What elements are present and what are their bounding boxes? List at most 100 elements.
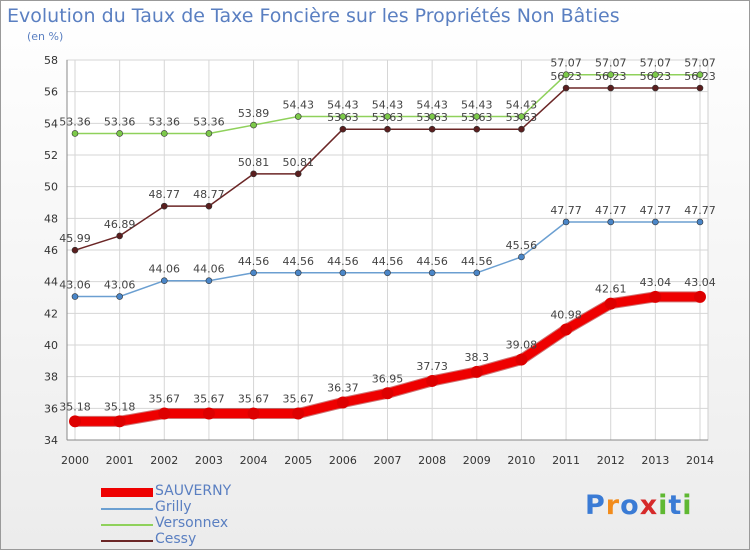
logo-letter: t xyxy=(668,490,683,521)
data-label-grilly: 47.77 xyxy=(595,204,627,217)
logo-letter: r xyxy=(605,490,621,521)
data-point-cessy xyxy=(339,125,347,133)
chart-title: Evolution du Taux de Taxe Foncière sur l… xyxy=(7,5,620,27)
data-label-versonnex: 57.07 xyxy=(595,57,627,70)
y-tick-label: 34 xyxy=(44,434,58,447)
data-point-grilly xyxy=(428,269,436,277)
data-label-versonnex: 53.89 xyxy=(238,107,270,120)
logo-letter: i xyxy=(682,490,693,521)
data-label-grilly: 44.56 xyxy=(461,255,493,268)
data-point-cessy xyxy=(160,202,168,210)
data-label-grilly: 43.06 xyxy=(59,279,91,292)
x-tick-label: 2007 xyxy=(374,454,402,467)
data-label-versonnex: 53.36 xyxy=(59,115,91,128)
legend-label: Cessy xyxy=(155,531,197,547)
data-point-grilly xyxy=(384,269,391,277)
data-point-grilly xyxy=(205,277,213,285)
data-label-cessy: 53.63 xyxy=(372,111,404,124)
x-tick-label: 2014 xyxy=(686,454,714,467)
y-tick-label: 40 xyxy=(44,339,58,352)
legend-label: SAUVERNY xyxy=(155,483,232,499)
data-point-grilly xyxy=(116,293,123,300)
data-label-sauverny: 35.67 xyxy=(193,393,225,406)
data-point-grilly xyxy=(696,218,704,226)
legend-swatch xyxy=(101,508,153,510)
x-tick-label: 2004 xyxy=(240,454,268,467)
data-point-grilly xyxy=(518,253,525,261)
y-tick-label: 56 xyxy=(44,86,58,99)
data-label-versonnex: 57.07 xyxy=(684,57,716,70)
data-label-cessy: 48.77 xyxy=(193,188,225,201)
x-tick-label: 2000 xyxy=(61,454,89,467)
data-label-sauverny: 35.18 xyxy=(104,400,136,413)
data-point-grilly xyxy=(473,269,481,277)
legend-swatch xyxy=(101,524,153,526)
data-point-versonnex xyxy=(384,113,391,120)
data-point-versonnex xyxy=(250,121,257,129)
data-point-sauverny xyxy=(158,407,171,420)
data-label-sauverny: 36.37 xyxy=(327,381,359,394)
data-point-sauverny xyxy=(649,290,662,303)
data-label-grilly: 47.77 xyxy=(550,204,582,217)
y-tick-label: 48 xyxy=(44,212,58,225)
data-point-cessy xyxy=(607,84,615,92)
data-point-cessy xyxy=(428,125,436,133)
data-point-sauverny xyxy=(69,415,81,428)
data-point-cessy xyxy=(518,125,525,133)
data-label-sauverny: 43.04 xyxy=(640,276,672,289)
y-tick-label: 58 xyxy=(44,54,58,67)
data-point-cessy xyxy=(205,202,213,210)
data-point-grilly xyxy=(71,293,79,300)
data-label-cessy: 48.77 xyxy=(149,188,181,201)
data-label-grilly: 44.56 xyxy=(282,255,314,268)
y-tick-label: 44 xyxy=(44,276,58,289)
data-label-sauverny: 38.3 xyxy=(465,351,490,364)
data-label-versonnex: 57.07 xyxy=(550,57,582,70)
data-point-versonnex xyxy=(71,130,79,137)
data-label-sauverny: 39.08 xyxy=(506,339,538,352)
data-label-versonnex: 54.43 xyxy=(461,99,493,112)
data-label-grilly: 43.06 xyxy=(104,279,136,292)
data-point-cessy xyxy=(562,84,570,92)
data-label-sauverny: 37.73 xyxy=(416,360,448,373)
data-label-cessy: 56.23 xyxy=(640,70,672,83)
data-label-cessy: 50.81 xyxy=(238,156,270,169)
data-label-grilly: 44.56 xyxy=(238,255,270,268)
x-tick-label: 2006 xyxy=(329,454,357,467)
data-point-versonnex xyxy=(473,113,481,120)
data-label-sauverny: 40.98 xyxy=(550,308,582,321)
data-label-grilly: 44.06 xyxy=(149,263,181,276)
data-label-grilly: 44.56 xyxy=(416,255,448,268)
data-point-sauverny xyxy=(470,365,483,378)
data-label-versonnex: 53.36 xyxy=(104,115,136,128)
data-label-cessy: 46.89 xyxy=(104,218,136,231)
data-label-cessy: 56.23 xyxy=(595,70,627,83)
data-label-grilly: 47.77 xyxy=(640,204,672,217)
y-tick-label: 54 xyxy=(44,117,58,130)
data-label-sauverny: 42.61 xyxy=(595,283,627,296)
data-point-versonnex xyxy=(160,130,168,137)
y-tick-label: 52 xyxy=(44,149,58,162)
data-label-cessy: 53.63 xyxy=(461,111,493,124)
logo-letter: P xyxy=(585,490,606,521)
logo-letter: x xyxy=(639,490,659,521)
data-label-cessy: 50.81 xyxy=(282,156,314,169)
data-point-cessy xyxy=(384,125,391,133)
x-tick-label: 2003 xyxy=(195,454,223,467)
data-label-sauverny: 35.67 xyxy=(149,393,181,406)
data-point-versonnex xyxy=(205,130,213,137)
data-point-sauverny xyxy=(426,374,439,387)
data-label-sauverny: 35.18 xyxy=(59,400,91,413)
data-label-grilly: 47.77 xyxy=(684,204,716,217)
data-point-cessy xyxy=(294,170,302,178)
data-label-versonnex: 54.43 xyxy=(282,99,314,112)
data-point-sauverny xyxy=(694,290,706,303)
data-point-grilly xyxy=(339,269,347,277)
data-label-cessy: 45.99 xyxy=(59,232,91,245)
x-tick-label: 2005 xyxy=(284,454,312,467)
y-tick-label: 42 xyxy=(44,307,58,320)
data-label-sauverny: 35.67 xyxy=(282,393,314,406)
data-label-grilly: 44.56 xyxy=(327,255,359,268)
